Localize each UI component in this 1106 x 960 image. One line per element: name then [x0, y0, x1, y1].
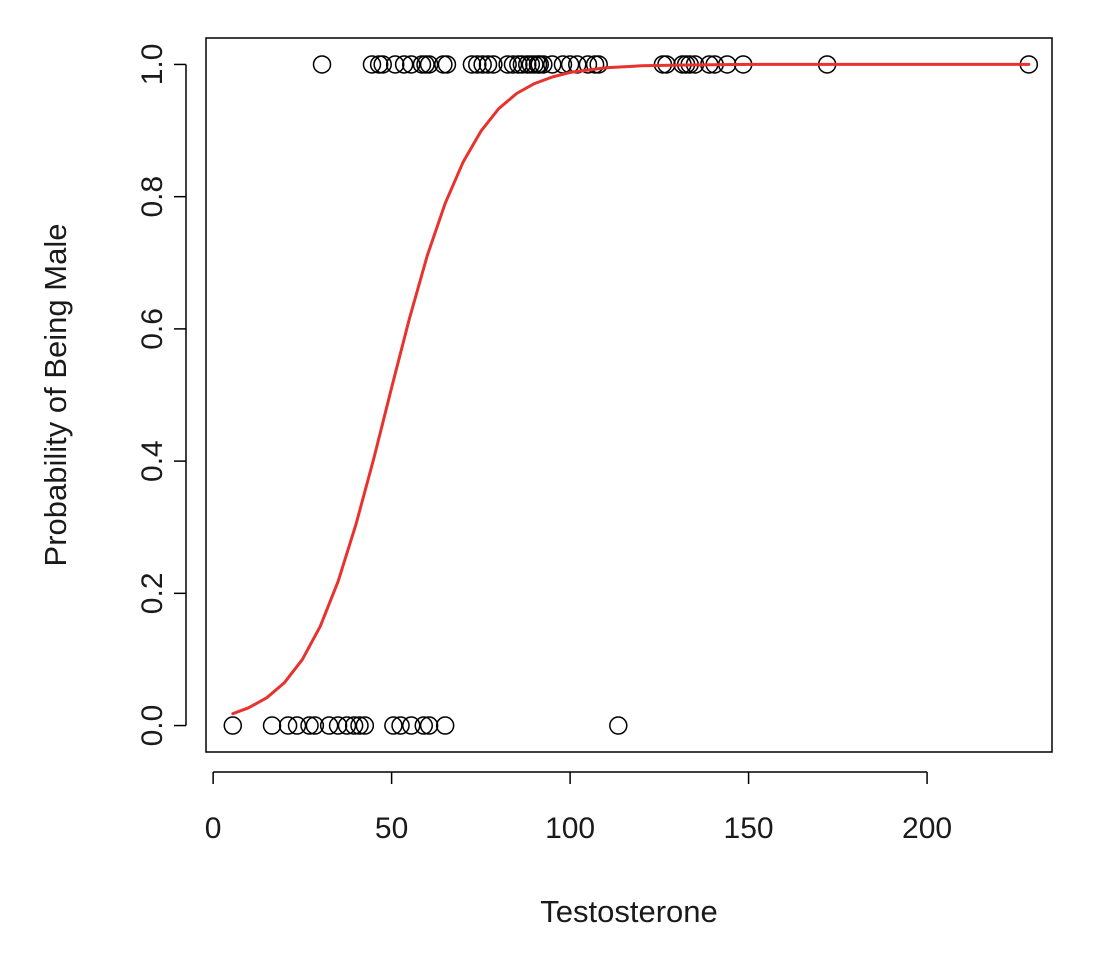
data-point [305, 716, 325, 735]
data-point [473, 55, 492, 74]
data-point [344, 716, 364, 735]
fitted-logistic-curve [231, 62, 1031, 716]
y-tick-label: 0.2 [136, 572, 169, 614]
x-tick-label: 0 [205, 812, 222, 845]
y-tick-label: 0.4 [136, 440, 169, 482]
y-tick-label: 0.8 [136, 176, 169, 218]
data-point [385, 55, 405, 74]
y-axis: 0.0 0.2 0.4 0.6 0.8 1.0 [136, 44, 187, 747]
data-point [503, 55, 523, 74]
data-point [278, 716, 298, 735]
data-point [262, 716, 282, 735]
data-point [512, 55, 532, 74]
x-axis: 0 50 100 150 200 [205, 771, 952, 845]
y-tick-label: 1.0 [136, 44, 169, 86]
x-tick-label: 100 [545, 812, 595, 845]
y-axis-label: Probability of Being Male [38, 224, 73, 567]
data-point [609, 716, 628, 735]
x-tick-label: 150 [724, 812, 774, 845]
data-point [350, 716, 369, 735]
y-tick-label: 0.6 [136, 308, 169, 350]
data-point [328, 716, 348, 735]
data-point [384, 716, 403, 735]
y-tick-label: 0.0 [136, 705, 169, 747]
data-point [498, 55, 517, 74]
data-point [462, 55, 482, 74]
data-point [419, 55, 439, 74]
data-point [414, 716, 433, 735]
data-point [394, 55, 414, 74]
data-point [312, 55, 332, 74]
data-point [419, 716, 439, 735]
data-point [402, 55, 421, 74]
data-point [319, 716, 339, 735]
data-point [589, 55, 608, 74]
x-axis-label: Testosterone [540, 894, 718, 929]
data-point [578, 55, 598, 74]
data-point [437, 55, 457, 74]
data-point [373, 55, 392, 74]
data-point [478, 55, 498, 74]
data-point [337, 716, 357, 735]
x-tick-label: 200 [902, 812, 952, 845]
data-point [543, 55, 562, 74]
data-point [391, 716, 410, 735]
data-point [468, 55, 487, 74]
plot-frame [205, 37, 1053, 753]
data-point [223, 716, 243, 735]
data-point [412, 55, 432, 74]
data-point [435, 716, 455, 735]
data-point [362, 55, 382, 74]
data-point [369, 55, 389, 74]
data-point [534, 55, 553, 74]
scatter-points [223, 55, 1039, 735]
fitted-curve-layer [231, 62, 1031, 716]
data-point [287, 716, 307, 735]
x-tick-label: 50 [375, 812, 408, 845]
data-point [484, 55, 503, 74]
data-point [300, 716, 319, 735]
data-point [355, 716, 375, 735]
data-point [402, 716, 421, 735]
